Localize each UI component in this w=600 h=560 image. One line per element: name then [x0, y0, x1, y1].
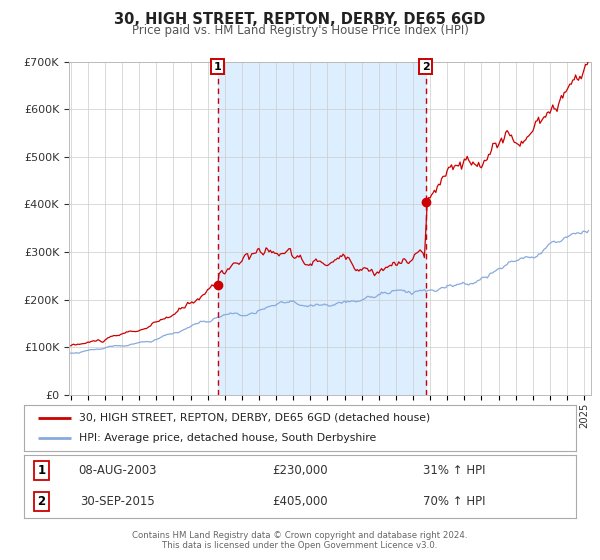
Text: This data is licensed under the Open Government Licence v3.0.: This data is licensed under the Open Gov…: [163, 541, 437, 550]
Text: Contains HM Land Registry data © Crown copyright and database right 2024.: Contains HM Land Registry data © Crown c…: [132, 531, 468, 540]
Text: 30, HIGH STREET, REPTON, DERBY, DE65 6GD (detached house): 30, HIGH STREET, REPTON, DERBY, DE65 6GD…: [79, 413, 430, 423]
Text: 30, HIGH STREET, REPTON, DERBY, DE65 6GD: 30, HIGH STREET, REPTON, DERBY, DE65 6GD: [115, 12, 485, 27]
Text: 1: 1: [38, 464, 46, 477]
Text: 1: 1: [214, 62, 221, 72]
Text: 08-AUG-2003: 08-AUG-2003: [79, 464, 157, 477]
Text: 2: 2: [422, 62, 430, 72]
Text: 2: 2: [38, 495, 46, 508]
Text: £230,000: £230,000: [272, 464, 328, 477]
Text: HPI: Average price, detached house, South Derbyshire: HPI: Average price, detached house, Sout…: [79, 433, 376, 443]
Text: 70% ↑ HPI: 70% ↑ HPI: [424, 495, 486, 508]
Text: £405,000: £405,000: [272, 495, 328, 508]
Bar: [218, 62, 426, 395]
Text: Price paid vs. HM Land Registry's House Price Index (HPI): Price paid vs. HM Land Registry's House …: [131, 24, 469, 37]
Text: 30-SEP-2015: 30-SEP-2015: [80, 495, 155, 508]
Text: 31% ↑ HPI: 31% ↑ HPI: [424, 464, 486, 477]
